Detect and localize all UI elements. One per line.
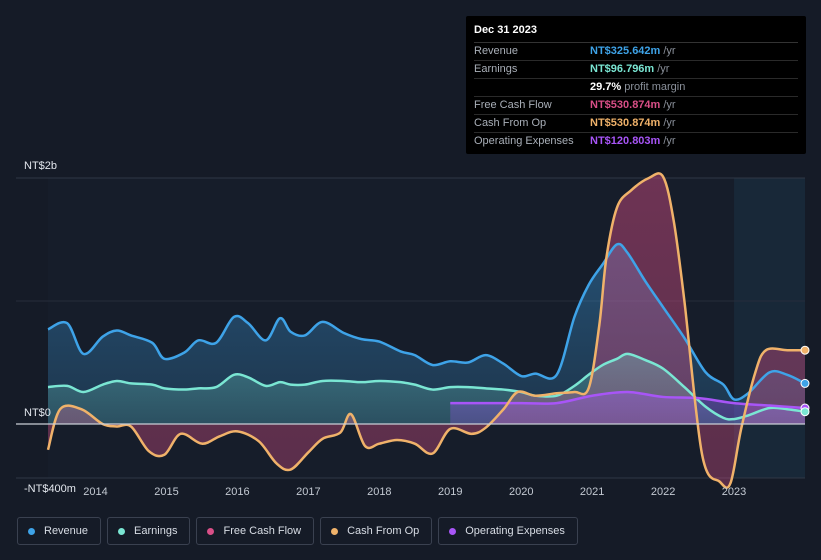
x-tick-label: 2019 xyxy=(438,486,462,498)
tooltip-row-unit: /yr xyxy=(657,63,670,75)
x-tick-label: 2014 xyxy=(83,486,107,498)
x-tick-label: 2022 xyxy=(651,486,675,498)
tooltip-row: Free Cash Flow NT$530.874m/yr xyxy=(474,97,798,115)
cash-from-op-line xyxy=(46,172,805,490)
legend-dot-icon xyxy=(207,527,215,535)
opex-line xyxy=(450,390,806,410)
tooltip-row-unit: /yr xyxy=(663,99,676,111)
recent-period-shade xyxy=(734,178,805,478)
tooltip-row-value: NT$325.642m xyxy=(590,45,661,57)
y-axis-label: NT$0 xyxy=(24,407,51,419)
legend-label: Cash From Op xyxy=(347,525,420,537)
tooltip-row-label: Cash From Op xyxy=(474,117,547,129)
legend-dot-icon xyxy=(449,527,457,535)
legend-dot-icon xyxy=(331,527,339,535)
tooltip-row-unit: /yr xyxy=(663,117,676,129)
tooltip-row-unit: /yr xyxy=(663,135,676,147)
x-tick-label: 2017 xyxy=(296,486,320,498)
tooltip-row-label: Free Cash Flow xyxy=(474,99,552,111)
legend-item-free-cash-flow[interactable]: Free Cash Flow xyxy=(196,517,315,545)
tooltip-row: Operating Expenses NT$120.803m/yr xyxy=(474,133,798,150)
x-tick-label: 2016 xyxy=(225,486,249,498)
tooltip-row-value: NT$120.803m xyxy=(590,135,661,147)
x-tick-label: 2023 xyxy=(722,486,746,498)
y-axis-label: NT$2b xyxy=(24,160,57,172)
legend-item-cash-from-op[interactable]: Cash From Op xyxy=(320,517,433,545)
legend: Revenue Earnings Free Cash Flow Cash From O… xyxy=(17,517,578,545)
tooltip-row-label xyxy=(474,79,590,96)
tooltip-row-unit: /yr xyxy=(663,45,676,57)
tooltip-row-label: Revenue xyxy=(474,45,519,57)
tooltip-row-value: NT$530.874m xyxy=(590,117,661,129)
legend-label: Free Cash Flow xyxy=(223,525,302,537)
legend-dot-icon xyxy=(118,527,126,535)
tooltip-row-value: 29.7% xyxy=(590,81,622,93)
x-tick-label: 2015 xyxy=(154,486,178,498)
y-axis-label: -NT$400m xyxy=(24,483,76,495)
earnings-end-marker xyxy=(800,407,810,417)
tooltip-date: Dec 31 2023 xyxy=(474,24,798,43)
legend-item-earnings[interactable]: Earnings xyxy=(107,517,191,545)
tooltip-panel: Dec 31 2023 Revenue NT$325.642m/yr Earning… xyxy=(466,16,806,154)
x-tick-label: 2018 xyxy=(367,486,391,498)
tooltip-row-label: Earnings xyxy=(474,63,518,75)
x-tick-label: 2020 xyxy=(509,486,533,498)
tooltip-row-unit: profit margin xyxy=(624,81,686,93)
cash-from-op-end-marker xyxy=(800,345,810,355)
legend-dot-icon xyxy=(28,527,35,535)
tooltip-row-value: NT$530.874m xyxy=(590,99,661,111)
opex-area xyxy=(450,392,805,424)
tooltip-row-label: Operating Expenses xyxy=(474,135,574,147)
tooltip-row-value: NT$96.796m xyxy=(590,63,655,75)
tooltip-row: Cash From Op NT$530.874m/yr xyxy=(474,115,798,133)
revenue-line xyxy=(47,242,806,401)
tooltip-row: Revenue NT$325.642m/yr xyxy=(474,43,798,61)
x-tick-label: 2021 xyxy=(580,486,604,498)
legend-label: Earnings xyxy=(134,525,178,537)
earnings-line xyxy=(47,352,806,421)
tooltip-row: Earnings NT$96.796m/yr xyxy=(474,61,798,79)
legend-label: Operating Expenses xyxy=(465,525,565,537)
revenue-end-marker xyxy=(800,378,810,388)
legend-item-operating-expenses[interactable]: Operating Expenses xyxy=(438,517,578,545)
legend-label: Revenue xyxy=(44,525,89,537)
legend-item-revenue[interactable]: Revenue xyxy=(17,517,102,545)
tooltip-row: 29.7% profit margin xyxy=(474,79,798,97)
